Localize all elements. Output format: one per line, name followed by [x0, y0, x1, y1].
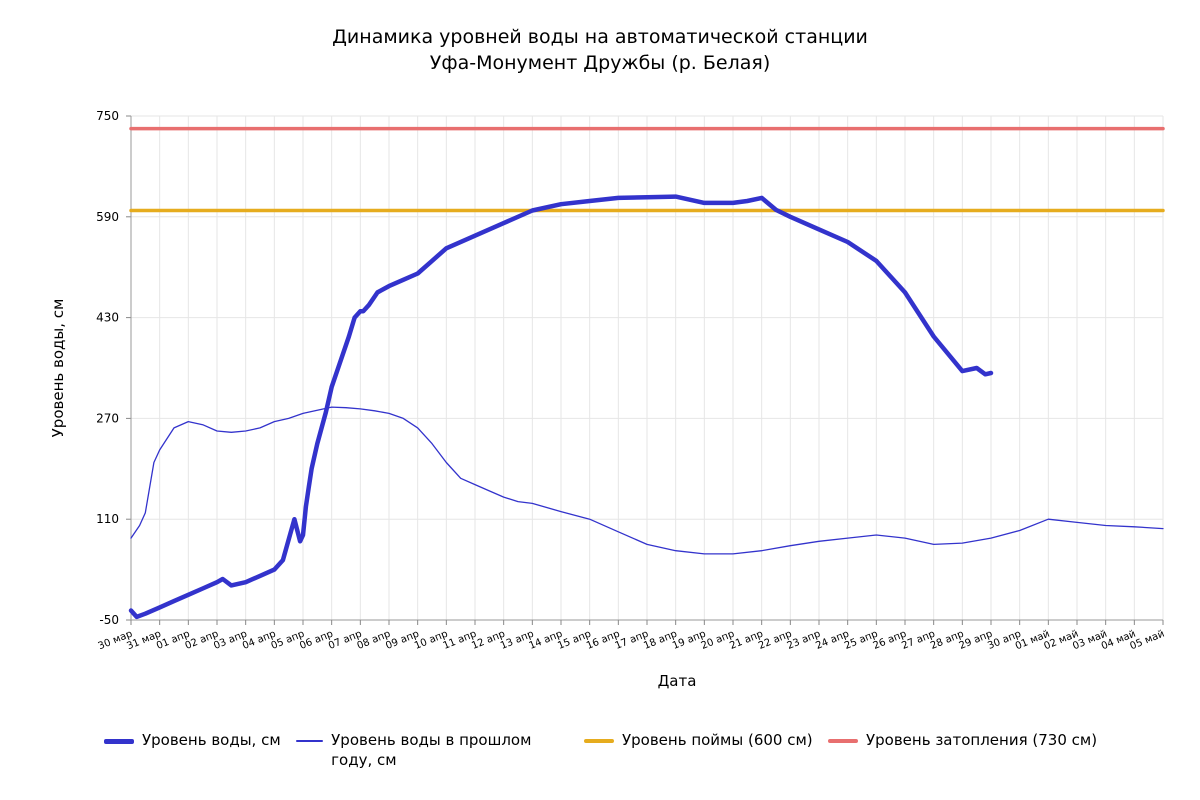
y-tick-label: 430 [96, 311, 119, 325]
chart-title: Динамика уровней воды на автоматической … [332, 26, 868, 48]
legend-item-floodplain[interactable]: Уровень поймы (600 см) [584, 730, 813, 750]
y-tick-label: 270 [96, 411, 119, 425]
y-tick-label: 110 [96, 512, 119, 526]
y-tick-label: -50 [99, 613, 119, 627]
legend-swatch [584, 739, 614, 743]
y-tick-label: 590 [96, 210, 119, 224]
series-line-last-year [130, 406, 1164, 555]
legend-swatch [296, 740, 324, 742]
legend-swatch [828, 739, 858, 743]
legend-label: Уровень воды, см [142, 731, 281, 749]
legend-swatch [104, 739, 134, 744]
legend-item-water-level[interactable]: Уровень воды, см [104, 730, 281, 750]
y-tick-label: 750 [96, 109, 119, 123]
legend-label: Уровень поймы (600 см) [622, 731, 813, 749]
series-line-water-level [128, 194, 994, 620]
legend-item-last-year[interactable]: Уровень воды в прошлом году, см [296, 730, 576, 770]
y-axis-title: Уровень воды, см [49, 299, 67, 438]
chart-subtitle: Уфа-Монумент Дружбы (р. Белая) [429, 52, 771, 74]
x-axis-title: Дата [658, 672, 697, 690]
legend-label: Уровень воды в прошлом году, см [331, 731, 532, 769]
legend: Уровень воды, см Уровень воды в прошлом … [0, 730, 1200, 780]
legend-item-flood[interactable]: Уровень затопления (730 см) [828, 730, 1097, 750]
legend-label: Уровень затопления (730 см) [866, 731, 1098, 749]
